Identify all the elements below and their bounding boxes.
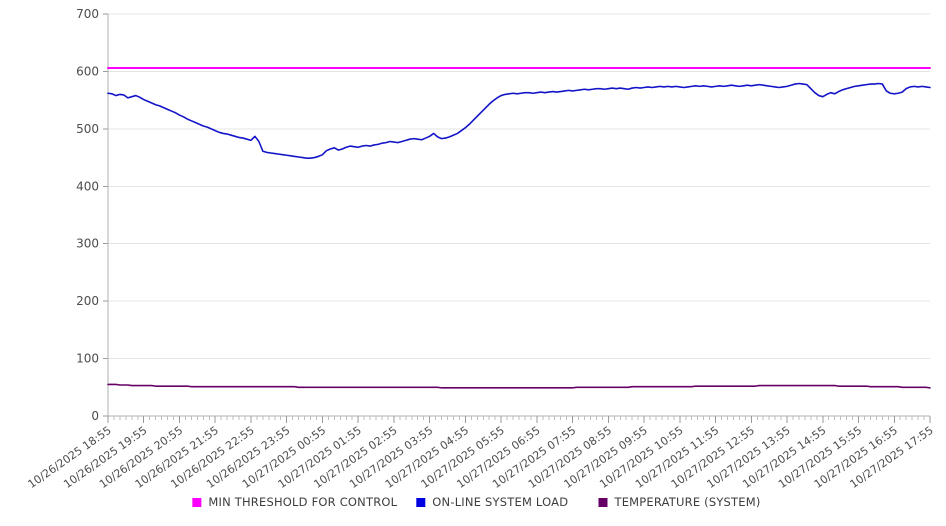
y-tick-label: 300 [76, 237, 99, 251]
legend-swatch[interactable] [598, 498, 608, 507]
legend-label[interactable]: ON-LINE SYSTEM LOAD [432, 495, 568, 509]
x-axis [107, 415, 931, 423]
y-tick-label: 700 [76, 7, 99, 21]
y-tick-label: 0 [91, 409, 99, 423]
legend-label[interactable]: MIN THRESHOLD FOR CONTROL [208, 495, 397, 509]
series-line-2 [107, 383, 931, 389]
y-tick-label: 400 [76, 179, 99, 193]
legend-swatch[interactable] [192, 498, 202, 507]
data-series [107, 66, 931, 389]
chart-legend[interactable]: MIN THRESHOLD FOR CONTROL ON-LINE SYSTEM … [192, 495, 760, 509]
grid-lines [108, 13, 930, 360]
y-tick-label: 600 [76, 64, 99, 78]
legend-swatch[interactable] [416, 498, 426, 507]
series-line-1 [107, 82, 931, 159]
y-tick-label: 200 [76, 294, 99, 308]
y-tick-labels: 0 100 200 300 400 500 600 700 [76, 7, 99, 423]
legend-label[interactable]: TEMPERATURE (SYSTEM) [613, 495, 760, 509]
y-tick-label: 100 [76, 352, 99, 366]
y-tick-label: 500 [76, 122, 99, 136]
y-axis [103, 13, 109, 417]
